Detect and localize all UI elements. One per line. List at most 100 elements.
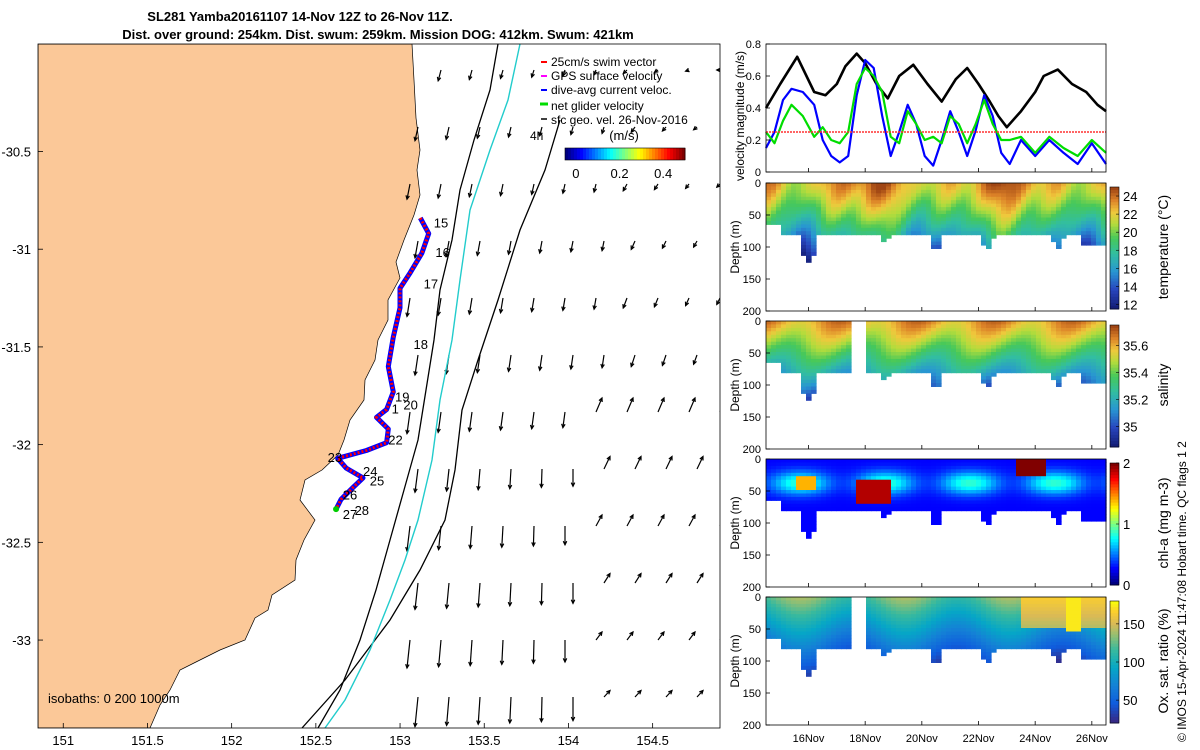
section-cell	[906, 220, 912, 225]
section-cell	[1066, 331, 1072, 336]
section-cell	[886, 486, 892, 491]
depth-ylabel: Depth (m)	[728, 220, 742, 273]
section-cell	[916, 603, 922, 608]
section-cell	[1006, 220, 1012, 225]
section-cell	[1041, 231, 1047, 236]
section-cell	[846, 369, 852, 374]
section-cell	[771, 210, 777, 215]
section-cell	[806, 348, 812, 353]
section-cell	[1036, 486, 1042, 491]
section-cell	[851, 203, 857, 208]
section-cell	[811, 483, 817, 488]
section-cell	[1046, 624, 1052, 629]
section-cell	[821, 507, 827, 512]
section-cell	[826, 479, 832, 484]
section-cell	[981, 465, 987, 470]
section-cell	[1056, 210, 1062, 215]
section-cell	[986, 507, 992, 512]
section-cell	[971, 345, 977, 350]
section-cell	[781, 641, 787, 646]
section-cell	[1066, 496, 1072, 501]
section-cell	[1036, 358, 1042, 363]
section-cell	[926, 479, 932, 484]
section-cell	[991, 341, 997, 346]
colorbar-cell	[1110, 440, 1119, 445]
section-cell	[1086, 241, 1092, 246]
section-cell	[941, 493, 947, 498]
section-cell	[811, 217, 817, 222]
section-cell	[861, 200, 867, 205]
section-cell	[801, 507, 807, 512]
section-cell	[821, 220, 827, 225]
section-cell	[906, 503, 912, 508]
section-cell	[1061, 610, 1067, 615]
section-cell	[921, 621, 927, 626]
section-cell	[1046, 321, 1052, 325]
section-cell	[961, 607, 967, 612]
section-cell	[836, 465, 842, 470]
section-cell	[786, 472, 792, 477]
section-cell	[931, 365, 937, 370]
section-cell	[1081, 490, 1087, 494]
section-cell	[846, 348, 852, 353]
section-cell	[806, 610, 812, 615]
section-cell	[781, 362, 787, 367]
section-cell	[971, 210, 977, 215]
section-cell	[1026, 355, 1032, 360]
section-cell	[821, 641, 827, 646]
section-cell	[801, 210, 807, 215]
colorbar-cell	[1110, 719, 1119, 724]
section-cell	[921, 600, 927, 605]
section-cell	[801, 617, 807, 622]
section-cell	[826, 610, 832, 615]
section-cell	[796, 324, 802, 329]
section-cell	[1006, 645, 1012, 650]
section-cell	[981, 483, 987, 488]
colorbar-cell	[604, 148, 608, 160]
vector-arrow-head	[444, 604, 450, 610]
section-cell	[901, 214, 907, 218]
map-xtick-label: 151.5	[131, 733, 164, 748]
section-cell	[791, 476, 797, 481]
colorbar-cell	[676, 148, 680, 160]
section-cell	[1031, 207, 1037, 212]
section-cell	[816, 645, 822, 650]
section-cell	[951, 621, 957, 626]
section-cell	[876, 196, 882, 201]
section-cell	[776, 355, 782, 360]
section-cell	[1036, 600, 1042, 605]
vector-arrow-head	[606, 455, 611, 461]
section-cell	[866, 496, 872, 501]
section-cell	[781, 634, 787, 639]
section-cell	[1101, 376, 1107, 381]
section-cell	[896, 610, 902, 615]
section-cell	[881, 465, 887, 470]
section-cell	[841, 217, 847, 222]
colorbar-cell	[1110, 343, 1119, 347]
section-cell	[776, 486, 782, 491]
section-cell	[831, 186, 837, 191]
section-cell	[966, 220, 972, 225]
section-cell	[881, 493, 887, 498]
section-cell	[936, 645, 942, 650]
section-cell	[881, 648, 887, 653]
section-cell	[1081, 655, 1087, 660]
section-cell	[1101, 341, 1107, 346]
section-cell	[1061, 600, 1067, 605]
section-cell	[891, 183, 897, 187]
section-cell	[1021, 217, 1027, 222]
section-cell	[946, 207, 952, 212]
section-cell	[836, 203, 842, 208]
section-cell	[941, 621, 947, 626]
section-cell	[1011, 486, 1017, 491]
section-cell	[791, 634, 797, 639]
section-cell	[891, 476, 897, 481]
section-cell	[911, 507, 917, 512]
section-cell	[801, 376, 807, 381]
section-cell	[961, 638, 967, 643]
vector-arrow-head	[691, 396, 696, 403]
section-cell	[836, 628, 842, 632]
section-cell	[936, 355, 942, 360]
section-cell	[966, 503, 972, 508]
section-cell	[796, 493, 802, 498]
